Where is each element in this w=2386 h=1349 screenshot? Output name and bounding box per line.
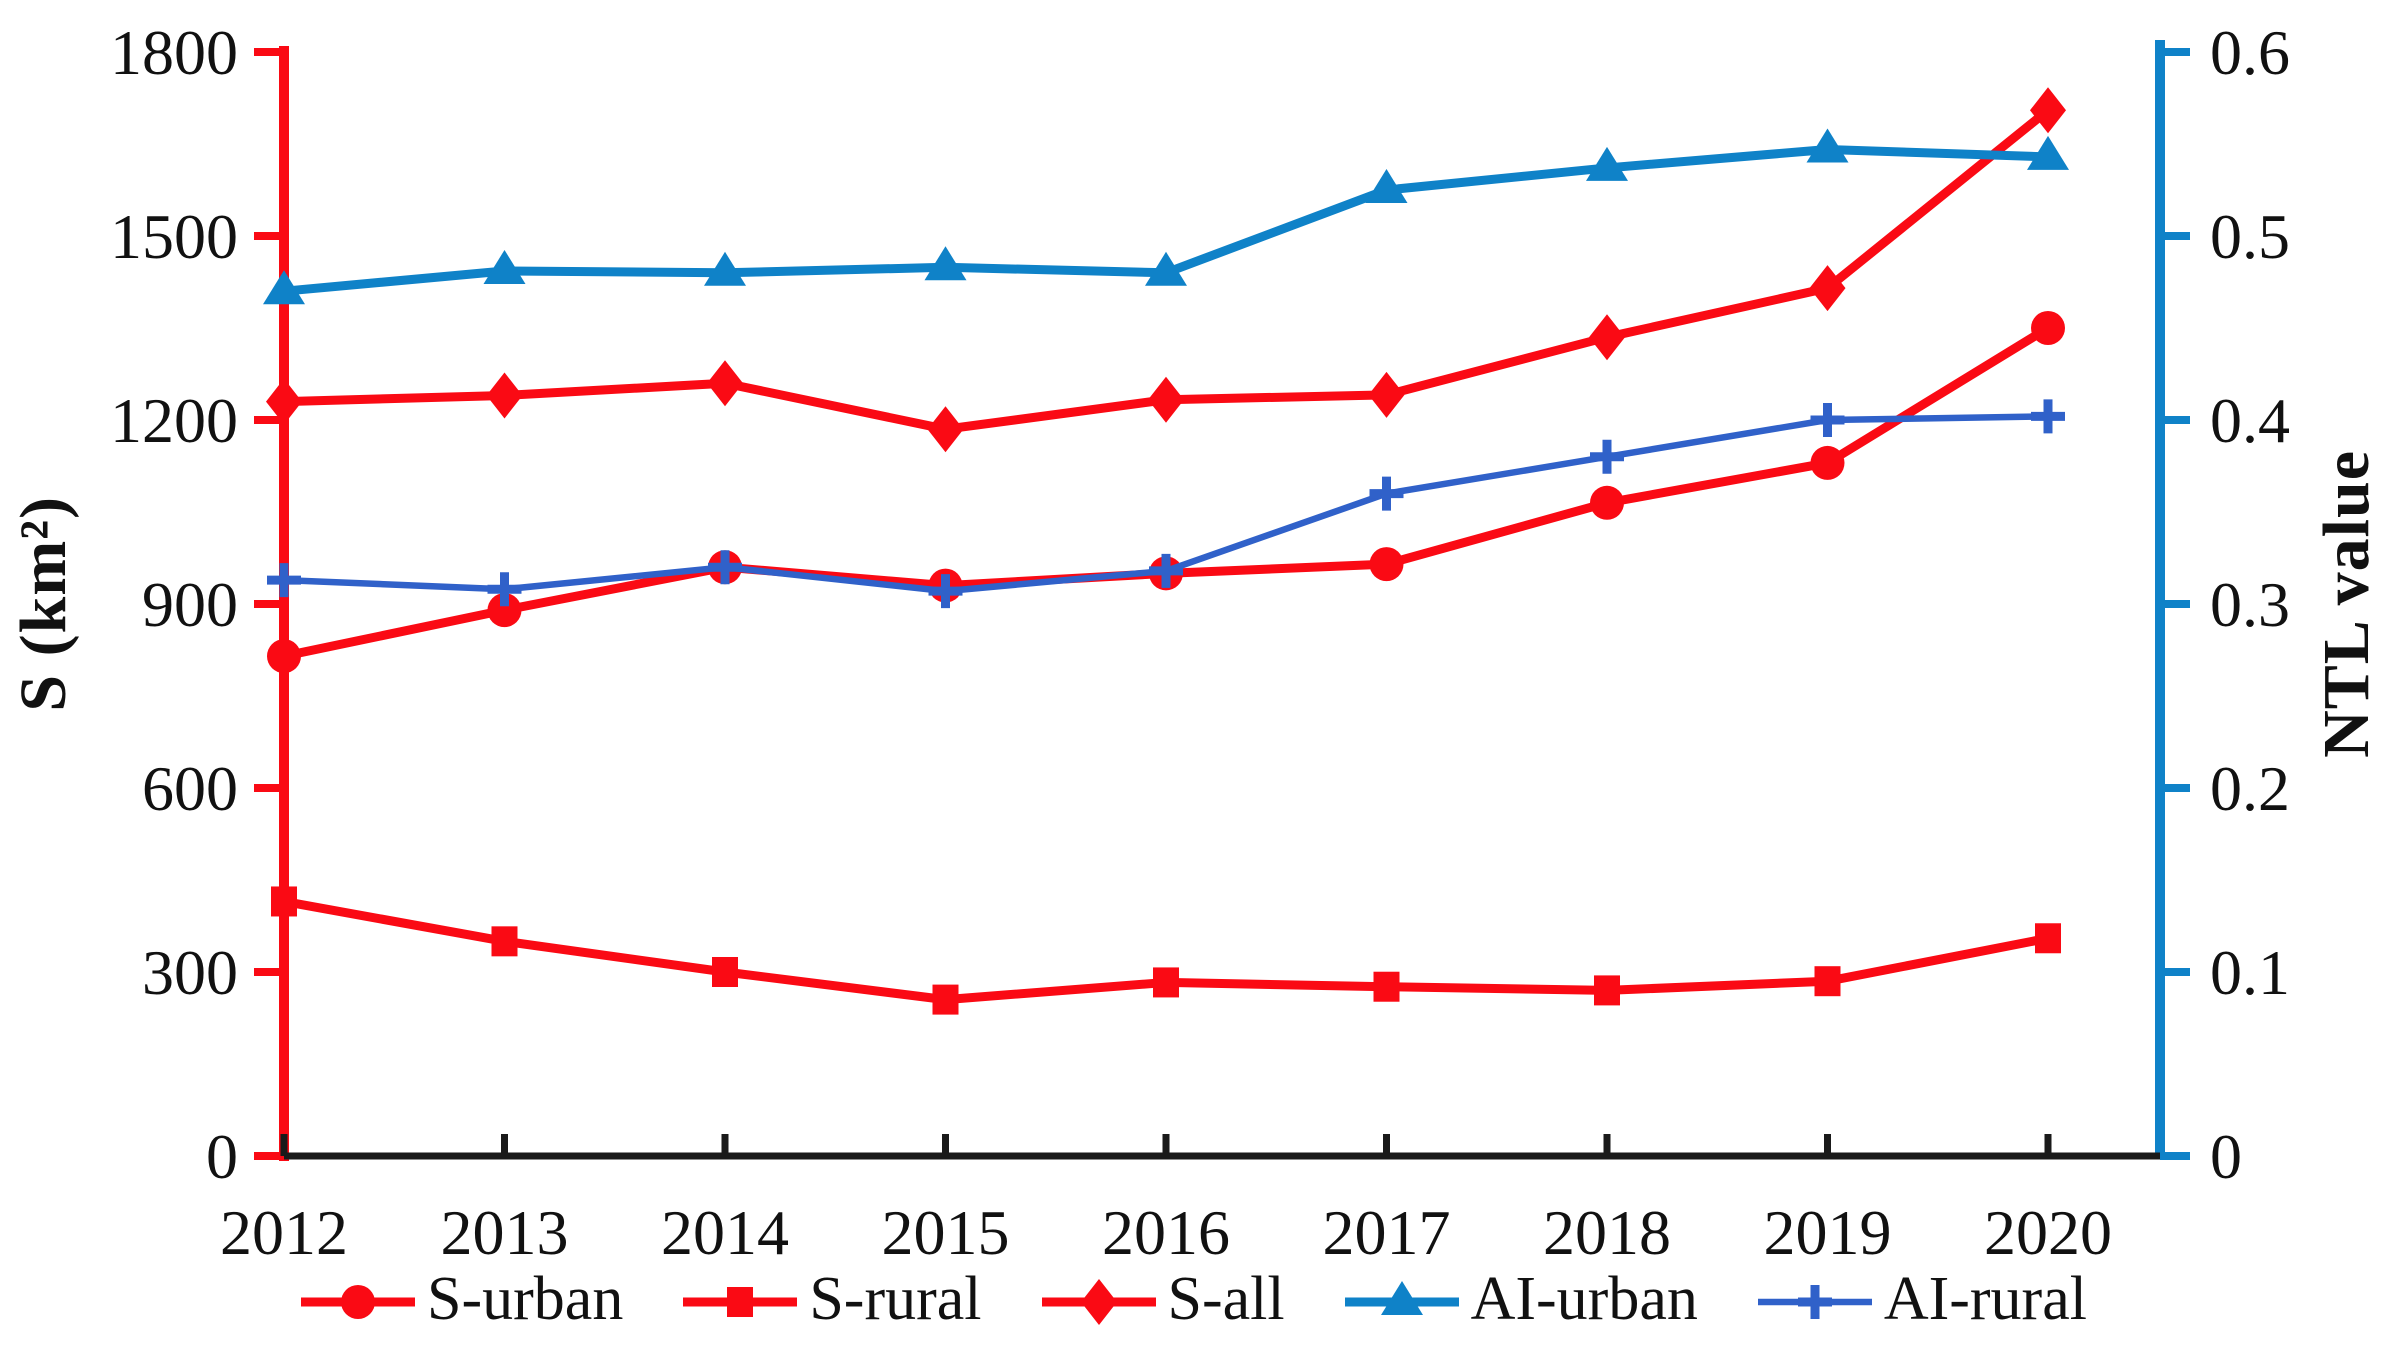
right-y-axis-title-text: NTL value — [2310, 450, 2383, 758]
x-tick-label: 2019 — [1764, 1197, 1892, 1268]
x-tick-label: 2012 — [220, 1197, 348, 1268]
right-y-tick-label: 0.3 — [2210, 569, 2290, 640]
series-marker-circle — [1369, 547, 1404, 582]
legend-item-ai-urban: AI-urban — [1343, 1268, 1698, 1336]
legend-marker-icon-triangle — [1344, 1281, 1459, 1315]
left-y-tick-label: 900 — [142, 569, 238, 640]
series-marker-triangle — [704, 251, 746, 286]
series-marker-diamond — [2030, 87, 2066, 134]
series-marker-triangle — [1380, 1281, 1423, 1315]
series-marker-diamond — [266, 378, 302, 425]
right-y-tick-label: 0.4 — [2210, 385, 2290, 456]
series-marker-plus — [487, 572, 522, 607]
x-tick-label: 2013 — [441, 1197, 569, 1268]
series-marker-plus — [1797, 1285, 1832, 1319]
series-marker-diamond — [1368, 371, 1405, 418]
series-ai-urban — [263, 128, 2069, 305]
right-y-tick-label: 0.6 — [2210, 17, 2290, 88]
legend-label: S-urban — [427, 1265, 624, 1333]
right-y-tick-label: 0 — [2210, 1121, 2242, 1192]
series-marker-square — [1594, 975, 1620, 1006]
legend-item-s-rural: S-rural — [681, 1265, 982, 1336]
legend-item-s-all: S-all — [1040, 1268, 1285, 1336]
series-marker-plus — [2031, 399, 2065, 434]
left-y-tick-label: 600 — [142, 753, 238, 824]
legend-marker-icon-plus — [1757, 1285, 1872, 1319]
left-y-tick-label: 0 — [206, 1121, 238, 1192]
series-marker-circle — [2031, 311, 2065, 345]
right-y-tick-label: 0.2 — [2210, 753, 2290, 824]
series-marker-plus — [708, 550, 742, 585]
series-ai-rural — [267, 399, 2065, 609]
series-marker-plus — [1149, 553, 1183, 588]
series-marker-circle — [267, 639, 301, 674]
series-marker-square — [491, 926, 518, 957]
series-marker-plus — [1590, 439, 1624, 474]
x-tick-label: 2017 — [1323, 1197, 1451, 1268]
x-tick-label: 2020 — [1984, 1197, 2112, 1268]
series-marker-square — [932, 984, 959, 1015]
legend-label: S-all — [1167, 1265, 1285, 1333]
left-y-tick-label: 1500 — [110, 201, 238, 272]
series-marker-diamond — [1148, 376, 1184, 423]
series-s-all — [266, 87, 2066, 453]
series-marker-triangle — [1145, 251, 1187, 286]
legend-label: AI-rural — [1883, 1265, 2087, 1333]
left-y-tick-label: 300 — [142, 937, 238, 1008]
right-y-tick-label: 0.1 — [2210, 937, 2290, 1008]
series-marker-circle — [1590, 485, 1624, 520]
legend-label: S-rural — [809, 1265, 982, 1333]
series-marker-square — [2035, 923, 2061, 954]
right-y-axis-title: NTL value — [2310, 52, 2383, 1156]
series-marker-circle — [1810, 445, 1845, 480]
series-marker-diamond — [1589, 314, 1625, 361]
series-marker-plus — [1810, 403, 1845, 437]
legend-item-s-urban: S-urban — [299, 1268, 623, 1336]
series-marker-square — [712, 957, 738, 987]
legend-marker-icon-square — [683, 1287, 798, 1317]
series-marker-triangle — [483, 249, 526, 284]
series-s-urban — [267, 311, 2065, 674]
x-tick-label: 2015 — [882, 1197, 1010, 1268]
series-marker-diamond — [927, 406, 964, 453]
series-marker-square — [1814, 966, 1841, 997]
legend-marker-icon-diamond — [1041, 1279, 1156, 1325]
series-marker-square — [727, 1287, 754, 1317]
series-marker-diamond — [486, 372, 523, 419]
x-tick-label: 2018 — [1543, 1197, 1671, 1268]
series-marker-square — [1153, 967, 1179, 998]
series-marker-plus — [267, 563, 301, 598]
series-marker-square — [271, 886, 297, 917]
series-marker-circle — [487, 593, 522, 628]
series-marker-diamond — [1080, 1279, 1117, 1325]
x-tick-label: 2016 — [1102, 1197, 1230, 1268]
series-marker-triangle — [263, 270, 305, 305]
series-marker-plus — [1369, 476, 1404, 511]
series-marker-triangle — [1365, 169, 1408, 203]
x-tick-label: 2014 — [661, 1197, 789, 1268]
legend-item-ai-rural: AI-rural — [1756, 1268, 2087, 1336]
left-y-tick-label: 1800 — [110, 17, 238, 88]
legend-label: AI-urban — [1470, 1265, 1698, 1333]
series-s-rural — [271, 886, 2061, 1015]
series-marker-plus — [928, 574, 963, 609]
chart-legend: S-urban S-rural S-all AI-urban AI-rural — [0, 1258, 2386, 1346]
series-marker-triangle — [1806, 128, 1849, 163]
right-y-tick-label: 0.5 — [2210, 201, 2290, 272]
series-marker-triangle — [2027, 135, 2069, 170]
series-marker-diamond — [1809, 265, 1846, 312]
series-marker-square — [1373, 971, 1400, 1002]
series-marker-diamond — [707, 360, 743, 407]
left-y-tick-label: 1200 — [110, 385, 238, 456]
series-marker-circle — [341, 1285, 376, 1319]
legend-marker-icon-circle — [301, 1285, 416, 1319]
series-marker-triangle — [1586, 146, 1628, 181]
series-marker-triangle — [924, 246, 967, 281]
